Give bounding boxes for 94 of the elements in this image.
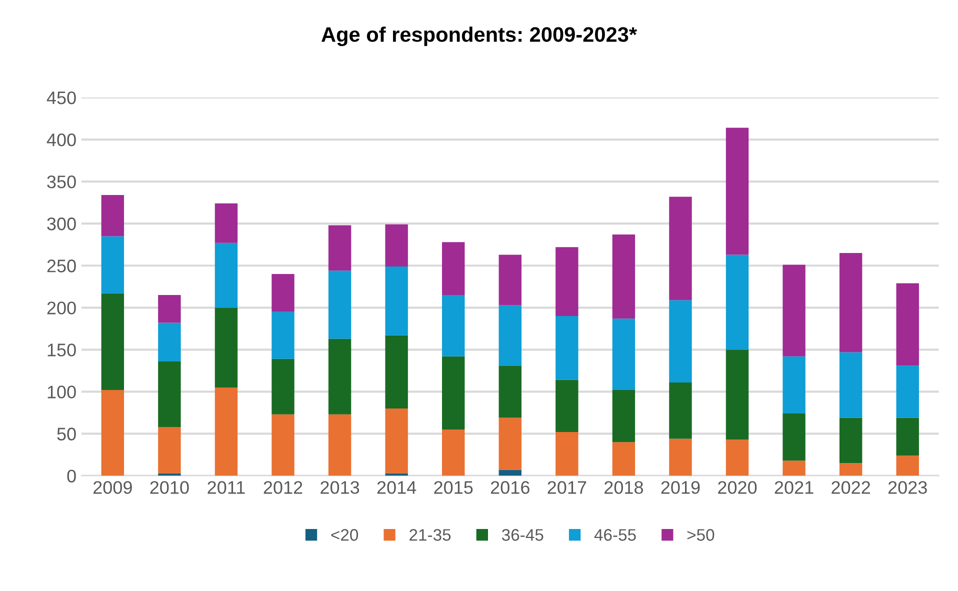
- bar: [385, 473, 408, 476]
- bar: [158, 295, 181, 323]
- bar: [385, 266, 408, 336]
- bar: [612, 318, 636, 390]
- bar: [101, 293, 124, 390]
- bar: [782, 356, 806, 414]
- x-tick-label: 2012: [264, 481, 302, 494]
- bar: [669, 300, 692, 382]
- x-tick-label: 2020: [718, 481, 757, 494]
- bar: [726, 254, 749, 350]
- bar: [839, 253, 862, 352]
- bar: [385, 335, 408, 409]
- x-tick-label: 2013: [320, 481, 360, 494]
- bar: [442, 295, 465, 356]
- bar: [272, 312, 294, 359]
- bar: [214, 242, 238, 308]
- bar: [328, 414, 352, 476]
- x-tick-label: 2017: [548, 481, 586, 494]
- y-tick-label: 200: [47, 302, 76, 314]
- bar: [158, 361, 181, 428]
- bar: [612, 442, 636, 476]
- bar: [498, 418, 522, 470]
- legend-label: 36-45: [502, 529, 544, 541]
- legend-label: 46-55: [594, 529, 636, 541]
- bar: [896, 283, 919, 366]
- y-tick-label: 150: [48, 344, 76, 356]
- y-tick-label: 400: [46, 133, 76, 146]
- x-tick-label: 2009: [93, 481, 132, 494]
- y-tick-label: 350: [47, 176, 76, 188]
- y-tick-label: 0: [67, 470, 76, 482]
- bar: [214, 388, 238, 476]
- bar: [782, 460, 806, 476]
- y-tick-label: 50: [57, 428, 76, 440]
- bar: [385, 408, 408, 474]
- bar: [612, 234, 636, 319]
- bar: [328, 338, 352, 414]
- bar: [101, 195, 124, 236]
- bar: [782, 414, 806, 461]
- bar: [442, 242, 465, 296]
- bar: [839, 418, 862, 464]
- bar: [669, 438, 692, 476]
- x-tick-label: 2016: [490, 481, 530, 494]
- legend-label: >50: [687, 529, 714, 541]
- bar: [272, 274, 294, 312]
- bar: [272, 414, 294, 476]
- bar: [442, 356, 465, 430]
- bar: [498, 470, 522, 476]
- bar: [498, 254, 522, 306]
- bar: [214, 308, 238, 388]
- bar: [669, 382, 692, 439]
- legend-label: 21-35: [410, 529, 451, 541]
- bar: [896, 456, 919, 476]
- bar: [556, 380, 578, 432]
- bar: [272, 358, 294, 414]
- x-tick-label: 2018: [604, 481, 643, 494]
- bar: [839, 463, 862, 476]
- bar: [726, 350, 749, 440]
- chart-title: Age of respondents: 2009-2023*: [321, 26, 638, 46]
- y-tick-label: 450: [46, 91, 76, 104]
- y-tick-label: 100: [48, 386, 76, 398]
- legend-label: <20: [331, 529, 358, 541]
- bar: [101, 390, 124, 476]
- bar: [556, 247, 578, 316]
- bar: [328, 225, 352, 271]
- bar: [896, 418, 919, 456]
- bar: [158, 473, 181, 476]
- bar: [669, 196, 692, 300]
- bar: [442, 430, 465, 476]
- x-tick-label: 2010: [150, 481, 189, 494]
- bar: [782, 264, 806, 356]
- bar: [385, 224, 408, 266]
- bar: [839, 352, 862, 418]
- y-tick-label: 250: [47, 260, 76, 272]
- bar: [158, 427, 181, 474]
- bar: [726, 440, 749, 476]
- x-tick-label: 2019: [661, 481, 700, 494]
- y-tick-label: 300: [47, 218, 76, 230]
- x-tick-label: 2023: [888, 481, 927, 494]
- bar: [896, 366, 919, 418]
- bar: [328, 270, 352, 339]
- bar: [214, 203, 238, 243]
- bar: [498, 366, 522, 418]
- x-tick-label: 2015: [434, 481, 473, 494]
- bar: [498, 305, 522, 366]
- bar: [726, 128, 749, 255]
- bar: [158, 322, 181, 362]
- x-tick-label: 2021: [774, 481, 814, 494]
- bar: [612, 390, 636, 442]
- x-tick-label: 2022: [832, 481, 870, 494]
- bar: [556, 316, 578, 380]
- bar: [556, 432, 578, 476]
- x-tick-label: 2014: [377, 481, 416, 494]
- x-tick-label: 2011: [208, 481, 245, 494]
- bar: [101, 236, 124, 294]
